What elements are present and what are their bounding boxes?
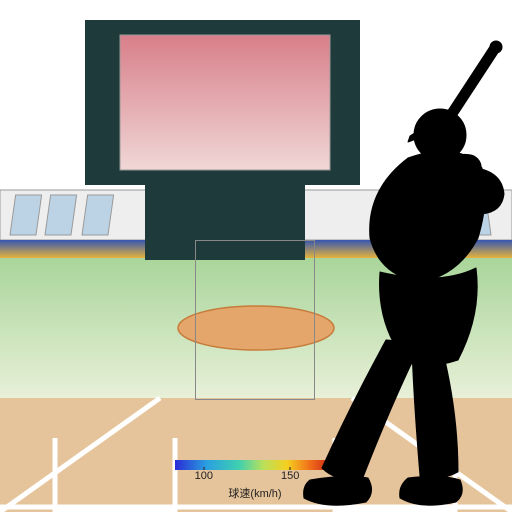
batter-silhouette xyxy=(290,40,512,512)
pitch-location-chart: 100150 球速(km/h) xyxy=(0,0,512,512)
speed-legend-tick: 100 xyxy=(195,470,213,482)
